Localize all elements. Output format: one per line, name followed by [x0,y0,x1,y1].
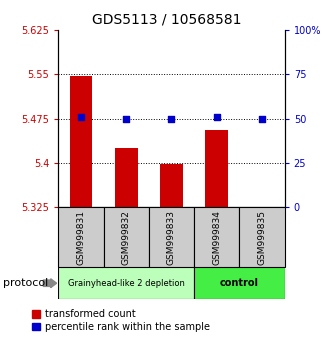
Bar [58,207,104,267]
Bar [239,207,285,267]
Point [78,114,84,120]
Bar [70,75,92,207]
Bar [149,207,194,267]
Bar [205,130,228,207]
Legend: transformed count, percentile rank within the sample: transformed count, percentile rank withi… [32,309,210,332]
Text: GSM999834: GSM999834 [212,210,221,265]
Text: GDS5113 / 10568581: GDS5113 / 10568581 [92,12,241,27]
Point [169,116,174,121]
Text: GSM999831: GSM999831 [76,210,86,265]
Text: protocol: protocol [3,278,49,288]
Bar [194,267,285,299]
Bar [104,207,149,267]
Point [214,114,219,120]
Bar [58,267,194,299]
Text: control: control [220,278,259,288]
Bar [194,207,239,267]
Text: Grainyhead-like 2 depletion: Grainyhead-like 2 depletion [68,279,184,288]
Bar [160,164,183,207]
Point [124,116,129,121]
Text: GSM999833: GSM999833 [167,210,176,265]
Point [259,116,265,121]
Bar [115,148,138,207]
Text: GSM999835: GSM999835 [257,210,267,265]
Text: GSM999832: GSM999832 [122,210,131,265]
